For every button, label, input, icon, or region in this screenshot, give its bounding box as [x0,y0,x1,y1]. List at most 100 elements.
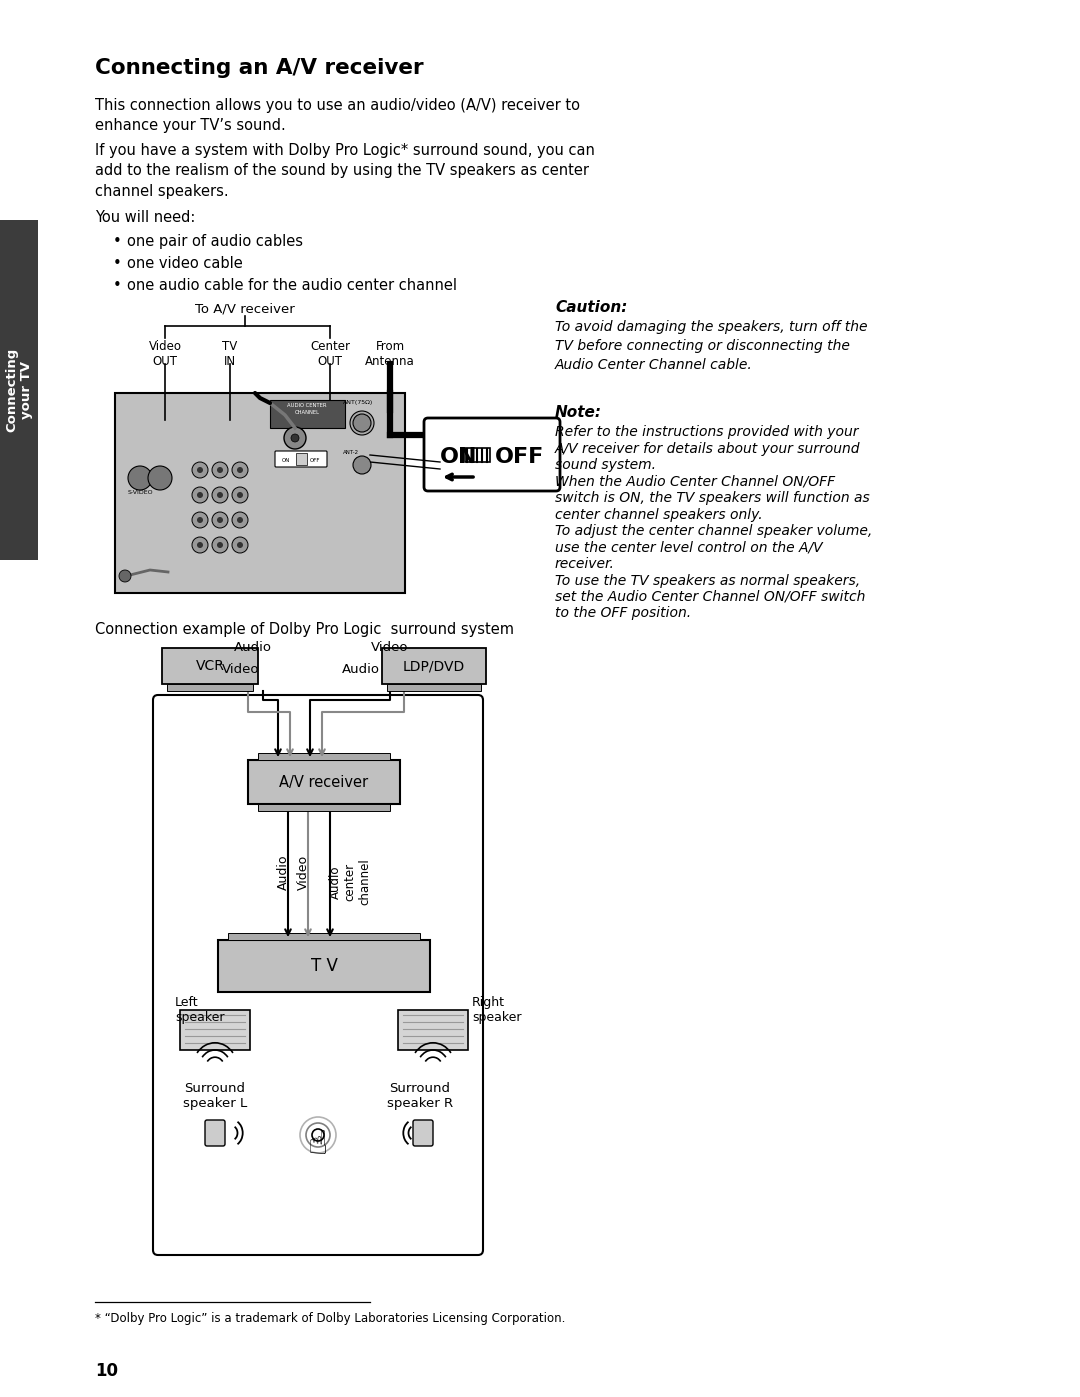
Text: Left
speaker: Left speaker [175,996,225,1024]
FancyBboxPatch shape [258,753,390,760]
Text: * “Dolby Pro Logic” is a trademark of Dolby Laboratories Licensing Corporation.: * “Dolby Pro Logic” is a trademark of Do… [95,1312,565,1324]
Text: This connection allows you to use an audio/video (A/V) receiver to
enhance your : This connection allows you to use an aud… [95,98,580,133]
Text: A/V receiver for details about your surround: A/V receiver for details about your surr… [555,441,861,455]
Text: OFF: OFF [310,457,321,462]
Text: To use the TV speakers as normal speakers,: To use the TV speakers as normal speaker… [555,574,860,588]
Circle shape [353,455,372,474]
FancyBboxPatch shape [0,219,38,560]
FancyBboxPatch shape [296,453,307,465]
Text: •: • [113,256,122,271]
Circle shape [212,536,228,553]
Text: ON: ON [440,447,477,467]
Circle shape [192,536,208,553]
Text: Surround
speaker R: Surround speaker R [387,1083,454,1111]
Circle shape [148,467,172,490]
Circle shape [232,536,248,553]
Text: set the Audio Center Channel ON/OFF switch: set the Audio Center Channel ON/OFF swit… [555,590,865,604]
Circle shape [192,488,208,503]
Text: Video: Video [297,855,310,890]
Circle shape [129,467,152,490]
Circle shape [192,511,208,528]
Circle shape [284,427,306,448]
FancyBboxPatch shape [205,1120,225,1146]
Circle shape [217,492,222,497]
Text: ANT(75Ω): ANT(75Ω) [343,400,374,405]
Text: •: • [113,278,122,293]
Text: Video: Video [372,641,408,654]
Text: ☝: ☝ [308,1127,328,1161]
Circle shape [212,488,228,503]
Text: Note:: Note: [555,405,602,420]
Text: Center
OUT: Center OUT [310,339,350,367]
Circle shape [237,517,243,522]
Text: Audio
center
channel: Audio center channel [328,859,372,905]
FancyBboxPatch shape [387,685,481,692]
Text: Connecting an A/V receiver: Connecting an A/V receiver [95,59,423,78]
Circle shape [212,511,228,528]
Text: Video: Video [222,664,259,676]
FancyBboxPatch shape [114,393,405,592]
FancyBboxPatch shape [258,805,390,812]
Text: LDP/DVD: LDP/DVD [403,659,465,673]
FancyBboxPatch shape [180,1010,249,1051]
FancyBboxPatch shape [162,648,258,685]
Text: Audio: Audio [234,641,272,654]
Circle shape [197,542,203,548]
Text: to the OFF position.: to the OFF position. [555,606,691,620]
Text: OFF: OFF [495,447,544,467]
Circle shape [192,462,208,478]
Circle shape [197,467,203,474]
FancyBboxPatch shape [270,400,345,427]
Text: one audio cable for the audio center channel: one audio cable for the audio center cha… [127,278,457,293]
Text: switch is ON, the TV speakers will function as: switch is ON, the TV speakers will funct… [555,490,869,504]
Circle shape [197,517,203,522]
Circle shape [232,511,248,528]
Text: Audio: Audio [276,854,289,890]
Circle shape [237,492,243,497]
Text: Refer to the instructions provided with your: Refer to the instructions provided with … [555,425,859,439]
Text: To avoid damaging the speakers, turn off the
TV before connecting or disconnecti: To avoid damaging the speakers, turn off… [555,320,867,372]
Text: ANT-2: ANT-2 [343,450,360,455]
Text: use the center level control on the A/V: use the center level control on the A/V [555,541,823,555]
Text: •: • [113,235,122,249]
FancyBboxPatch shape [382,648,486,685]
Text: TV
IN: TV IN [222,339,238,367]
Text: To A/V receiver: To A/V receiver [195,302,295,314]
Text: You will need:: You will need: [95,210,195,225]
FancyBboxPatch shape [248,760,400,805]
Text: one pair of audio cables: one pair of audio cables [127,235,303,249]
Circle shape [350,411,374,434]
FancyBboxPatch shape [399,1010,468,1051]
Text: one video cable: one video cable [127,256,243,271]
Text: center channel speakers only.: center channel speakers only. [555,507,762,521]
Text: AUDIO CENTER: AUDIO CENTER [287,402,327,408]
Circle shape [237,467,243,474]
Circle shape [217,517,222,522]
Text: CHANNEL: CHANNEL [295,409,320,415]
Text: When the Audio Center Channel ON/OFF: When the Audio Center Channel ON/OFF [555,475,835,489]
Text: A/V receiver: A/V receiver [280,774,368,789]
Text: From
Antenna: From Antenna [365,339,415,367]
Text: VCR: VCR [195,659,225,673]
Circle shape [217,467,222,474]
Circle shape [232,488,248,503]
Text: receiver.: receiver. [555,557,615,571]
Circle shape [217,542,222,548]
FancyBboxPatch shape [424,418,561,490]
Circle shape [119,570,131,583]
Text: Connecting
your TV: Connecting your TV [5,348,33,432]
FancyBboxPatch shape [167,685,253,692]
Text: sound system.: sound system. [555,458,656,472]
FancyBboxPatch shape [275,451,327,467]
FancyBboxPatch shape [218,940,430,992]
Text: Audio: Audio [342,664,380,676]
Text: If you have a system with Dolby Pro Logic* surround sound, you can
add to the re: If you have a system with Dolby Pro Logi… [95,142,595,198]
Text: T V: T V [311,957,337,975]
Text: Video
OUT: Video OUT [149,339,181,367]
Text: 10: 10 [95,1362,118,1380]
Text: Connection example of Dolby Pro Logic  surround system: Connection example of Dolby Pro Logic su… [95,622,514,637]
Text: Surround
speaker L: Surround speaker L [183,1083,247,1111]
Circle shape [212,462,228,478]
Text: Caution:: Caution: [555,300,627,314]
Text: S-VIDEO: S-VIDEO [129,490,153,495]
